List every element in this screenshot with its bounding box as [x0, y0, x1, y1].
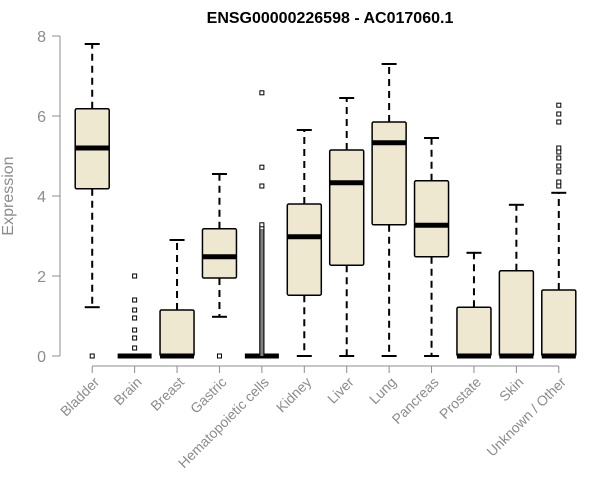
- outlier-point: [132, 345, 138, 351]
- x-tick-label: Brain: [110, 374, 144, 408]
- outlier-point: [216, 353, 222, 359]
- outlier-point: [556, 119, 562, 125]
- box-brain: [117, 273, 152, 359]
- outlier-point: [132, 335, 138, 341]
- x-tick-label: Liver: [324, 374, 357, 407]
- y-axis: 0 2 4 6 8: [37, 29, 61, 366]
- x-tick-label: Kidney: [273, 374, 315, 416]
- outlier-point: [556, 149, 562, 155]
- outlier-point: [259, 222, 265, 228]
- outlier-point: [556, 169, 562, 175]
- x-tick-label: Breast: [147, 374, 187, 414]
- outlier-point: [132, 273, 138, 279]
- box-gastric: [201, 173, 238, 359]
- outlier-point: [89, 353, 95, 359]
- box-body: [328, 149, 365, 266]
- box-body: [159, 309, 195, 357]
- outlier-point: [556, 179, 562, 185]
- outlier-point: [259, 90, 265, 96]
- box-body: [498, 270, 535, 357]
- box-hematopoietic-cells: [244, 90, 279, 359]
- outlier-point: [556, 145, 562, 151]
- box-body: [371, 121, 407, 226]
- outlier-point: [556, 111, 562, 117]
- outlier-point: [259, 183, 265, 189]
- x-tick-label: Skin: [496, 374, 527, 405]
- outlier-point: [556, 163, 562, 169]
- x-tick-label: Unknown / Other: [483, 374, 569, 460]
- y-tick-label: 2: [37, 269, 46, 286]
- box-kidney: [286, 129, 323, 357]
- box-bladder: [74, 43, 110, 359]
- box-body: [541, 289, 577, 357]
- y-tick-label: 8: [37, 29, 46, 46]
- y-tick-label: 6: [37, 109, 46, 126]
- outlier-point: [259, 164, 265, 170]
- outlier-point: [556, 102, 562, 108]
- chart-title: ENSG00000226598 - AC017060.1: [207, 10, 454, 27]
- x-tick-label: Lung: [366, 374, 399, 407]
- x-tick-label: Bladder: [57, 374, 103, 420]
- box-body: [413, 180, 450, 258]
- box-prostate: [456, 251, 492, 359]
- y-tick-label: 0: [37, 349, 46, 366]
- x-tick-label: Prostate: [436, 374, 484, 422]
- outlier-point: [132, 307, 138, 313]
- boxes-group: [74, 43, 577, 359]
- outlier-point: [556, 183, 562, 189]
- outlier-point: [132, 297, 138, 303]
- box-body: [201, 228, 238, 279]
- box-body: [286, 203, 323, 296]
- box-unknown-other: [541, 102, 577, 359]
- x-tick-label: Pancreas: [389, 374, 442, 427]
- box-pancreas: [413, 137, 450, 357]
- box-lung: [371, 63, 407, 357]
- box-liver: [328, 97, 365, 357]
- box-skin: [498, 203, 535, 359]
- y-axis-label: Expression: [0, 156, 17, 235]
- box-breast: [159, 239, 195, 359]
- outlier-point: [132, 315, 138, 321]
- y-tick-label: 4: [37, 189, 46, 206]
- box-body: [456, 306, 492, 357]
- outlier-point: [132, 327, 138, 333]
- outlier-point: [556, 155, 562, 161]
